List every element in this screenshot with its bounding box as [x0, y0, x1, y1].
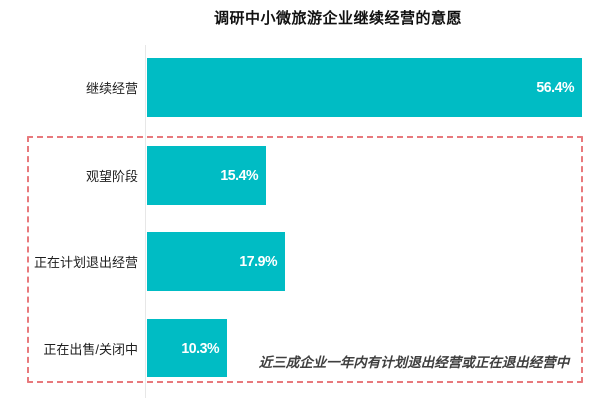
exit-group-annotation: 近三成企业一年内有计划退出经营或正在退出经营中 [258, 355, 570, 371]
bar-continue-operating: 56.4% [147, 58, 582, 117]
category-label-selling-closing: 正在出售/关闭中 [43, 341, 138, 357]
category-label-wait-and-see: 观望阶段 [85, 169, 138, 184]
bar-selling-closing: 10.3% [147, 319, 227, 377]
y-axis-line [145, 45, 146, 398]
bar-wait-and-see: 15.4% [147, 146, 266, 205]
value-label-wait-and-see: 15.4% [220, 167, 258, 184]
value-label-selling-closing: 10.3% [181, 339, 219, 357]
chart-title: 调研中小微旅游企业继续经营的意愿 [213, 10, 462, 27]
bar-row-planning-exit: 正在计划退出经营 17.9% [0, 232, 610, 291]
category-label-continue-operating: 继续经营 [85, 81, 138, 96]
bar-row-wait-and-see: 观望阶段 15.4% [0, 146, 610, 205]
bar-row-continue-operating: 继续经营 56.4% [0, 58, 610, 117]
value-label-continue-operating: 56.4% [536, 79, 574, 96]
exit-group-dashed-box [27, 136, 583, 383]
bar-row-selling-closing: 正在出售/关闭中 10.3% [0, 319, 610, 377]
category-label-planning-exit: 正在计划退出经营 [33, 255, 138, 270]
bar-planning-exit: 17.9% [147, 232, 285, 291]
value-label-planning-exit: 17.9% [239, 253, 277, 270]
